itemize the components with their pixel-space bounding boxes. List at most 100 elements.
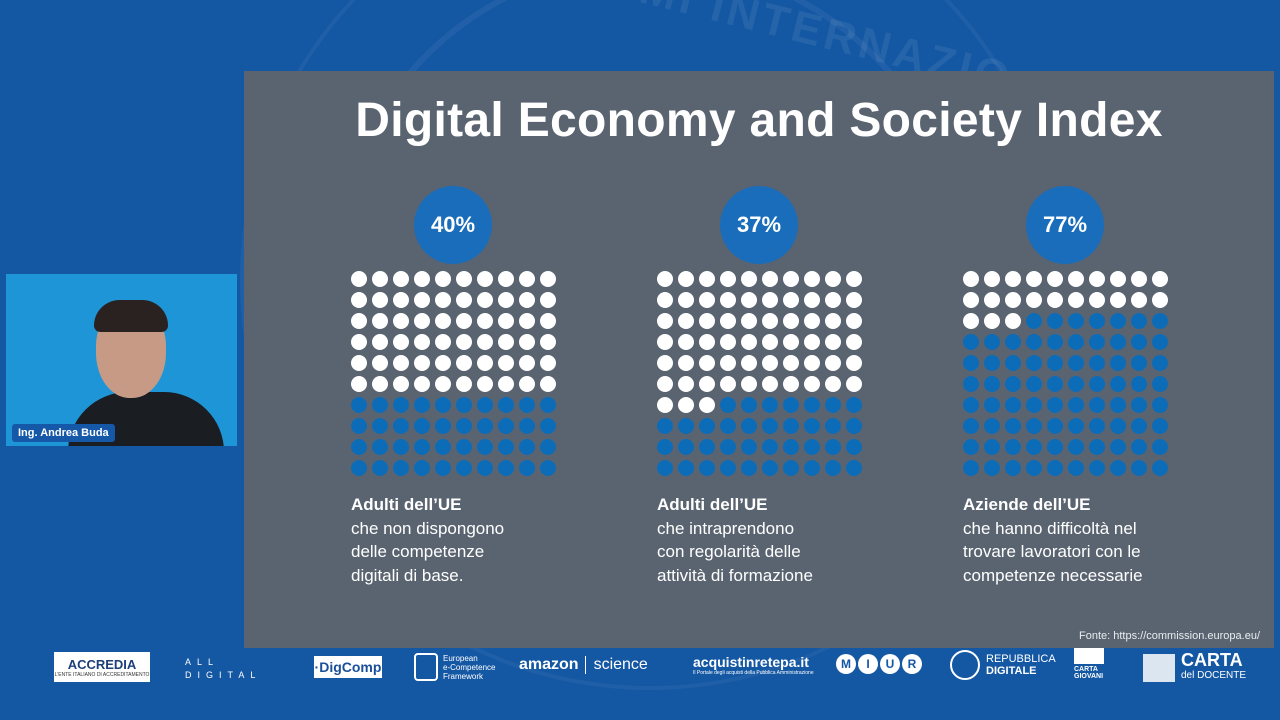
acquisti-subtitle: Il Portale degli acquisti della Pubblica…: [693, 670, 814, 676]
dot-empty: [414, 334, 430, 350]
dot-filled: [498, 439, 514, 455]
caption-line: delle competenze: [351, 542, 485, 561]
dot-empty: [540, 271, 556, 287]
dot-empty: [498, 355, 514, 371]
dot-empty: [804, 292, 820, 308]
dot-filled: [498, 418, 514, 434]
dot-empty: [372, 376, 388, 392]
dot-filled: [741, 397, 757, 413]
dot-filled: [1089, 355, 1105, 371]
stat-caption: Aziende dell’UE che hanno difficoltà nel…: [963, 493, 1203, 587]
dot-filled: [762, 460, 778, 476]
dot-empty: [699, 334, 715, 350]
dot-empty: [783, 376, 799, 392]
dot-filled: [519, 460, 535, 476]
dot-empty: [720, 334, 736, 350]
ecf-line2: e-Competence: [443, 662, 496, 672]
all-digital-logo: ALL DIGITAL: [185, 648, 280, 690]
dot-filled: [1110, 418, 1126, 434]
dot-empty: [477, 334, 493, 350]
caption-line: attività di formazione: [657, 565, 813, 585]
dot-filled: [435, 397, 451, 413]
dot-empty: [519, 271, 535, 287]
dot-filled: [846, 439, 862, 455]
dot-filled: [393, 460, 409, 476]
dot-empty: [498, 271, 514, 287]
dot-empty: [741, 313, 757, 329]
dot-filled: [720, 439, 736, 455]
dot-filled: [351, 439, 367, 455]
dot-filled: [1005, 376, 1021, 392]
dot-empty: [657, 292, 673, 308]
dot-empty: [477, 313, 493, 329]
dot-empty: [435, 271, 451, 287]
dot-filled: [1152, 313, 1168, 329]
dot-filled: [1089, 439, 1105, 455]
dot-empty: [846, 334, 862, 350]
dot-empty: [741, 292, 757, 308]
dot-filled: [678, 460, 694, 476]
dot-empty: [741, 271, 757, 287]
dot-empty: [519, 292, 535, 308]
miur-letter: I: [858, 654, 878, 674]
dot-empty: [1047, 271, 1063, 287]
dot-filled: [414, 397, 430, 413]
dot-empty: [519, 313, 535, 329]
dot-empty: [762, 376, 778, 392]
caption-line: trovare lavoratori con le: [963, 542, 1141, 561]
dot-empty: [372, 271, 388, 287]
dot-filled: [963, 355, 979, 371]
dot-filled: [762, 418, 778, 434]
dot-filled: [963, 397, 979, 413]
dot-filled: [1026, 313, 1042, 329]
dot-empty: [804, 334, 820, 350]
speaker-name-tag: Ing. Andrea Buda: [12, 424, 115, 442]
dot-filled: [1131, 460, 1147, 476]
dot-filled: [1005, 355, 1021, 371]
dot-empty: [963, 292, 979, 308]
dot-empty: [825, 355, 841, 371]
dot-filled: [456, 460, 472, 476]
miur-logo: M I U R: [836, 654, 924, 674]
cdd-sub: del DOCENTE: [1181, 670, 1247, 681]
dot-empty: [783, 292, 799, 308]
dot-grid: [963, 271, 1168, 476]
dot-empty: [351, 355, 367, 371]
dot-empty: [519, 334, 535, 350]
dot-empty: [372, 292, 388, 308]
dot-empty: [414, 376, 430, 392]
dot-filled: [783, 460, 799, 476]
dot-filled: [1047, 313, 1063, 329]
dot-empty: [351, 376, 367, 392]
dot-empty: [720, 271, 736, 287]
dot-empty: [825, 313, 841, 329]
dot-empty: [762, 271, 778, 287]
caption-heading: Adulti dell’UE: [351, 495, 462, 514]
percent-badge: 77%: [1026, 186, 1104, 264]
dot-filled: [1152, 376, 1168, 392]
dot-filled: [783, 439, 799, 455]
dot-empty: [393, 355, 409, 371]
dot-filled: [984, 397, 1000, 413]
dot-filled: [498, 460, 514, 476]
dot-filled: [1047, 397, 1063, 413]
dot-filled: [1047, 460, 1063, 476]
amazon-word: amazon: [519, 656, 579, 673]
italy-emblem-icon: [950, 650, 980, 680]
dot-empty: [1131, 271, 1147, 287]
dot-empty: [762, 313, 778, 329]
dot-filled: [984, 418, 1000, 434]
miur-letter: U: [880, 654, 900, 674]
dot-filled: [1005, 334, 1021, 350]
dot-empty: [393, 376, 409, 392]
dot-filled: [846, 418, 862, 434]
dot-empty: [1005, 271, 1021, 287]
dot-filled: [1152, 439, 1168, 455]
dot-filled: [1152, 418, 1168, 434]
dot-empty: [435, 355, 451, 371]
slide-title: Digital Economy and Society Index: [355, 94, 1163, 147]
dot-filled: [477, 460, 493, 476]
dot-filled: [456, 439, 472, 455]
dot-filled: [1005, 439, 1021, 455]
dot-empty: [1026, 292, 1042, 308]
